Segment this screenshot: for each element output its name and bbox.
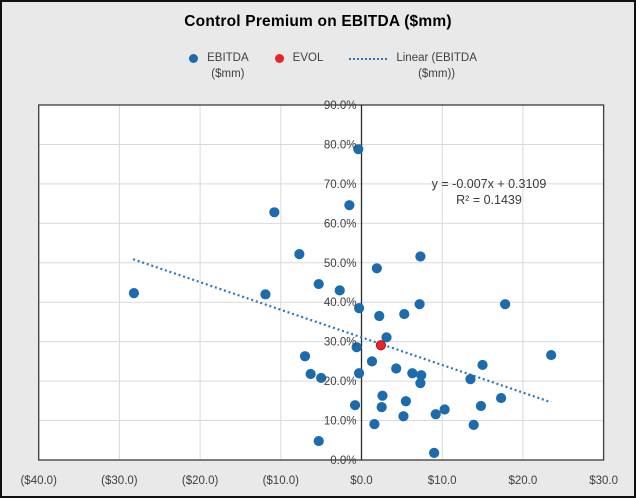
scatter-point-ebitda (430, 409, 441, 420)
scatter-point-ebitda (351, 342, 362, 353)
scatter-point-ebitda (465, 374, 476, 385)
legend-item-evol: EVOL (274, 50, 324, 66)
y-axis-tick-label: 0.0% (330, 455, 356, 467)
scatter-point-ebitda (414, 299, 425, 310)
legend-label-linear-line1: Linear (EBITDA (396, 52, 477, 64)
scatter-point-ebitda (305, 368, 316, 380)
scatter-point-ebitda (399, 308, 410, 320)
legend-label-ebitda: EBITDA ($mm) (207, 50, 249, 82)
legend: EBITDA ($mm) EVOL Linear (EBITDA ($mm)) (32, 50, 634, 82)
y-axis-tick-label: 70.0% (324, 179, 357, 191)
r-squared-text: R² = 0.1439 (456, 193, 522, 207)
scatter-point-ebitda (371, 263, 382, 274)
scatter-point-ebitda (374, 310, 385, 322)
x-axis-tick-label: ($40.0) (20, 475, 57, 487)
scatter-point-ebitda (468, 419, 479, 430)
plot-border (38, 104, 605, 461)
y-axis-tick-label: 90.0% (324, 100, 357, 112)
legend-label-linear: Linear (EBITDA ($mm)) (396, 50, 477, 82)
scatter-point-ebitda (415, 251, 426, 262)
scatter-point-ebitda (334, 285, 345, 296)
scatter-point-ebitda (353, 368, 365, 379)
x-axis-tick-label: $0.0 (350, 475, 372, 487)
legend-item-ebitda: EBITDA ($mm) (189, 50, 249, 82)
scatter-point-ebitda (546, 349, 557, 361)
scatter-point-ebitda (398, 411, 409, 422)
scatter-point-ebitda (477, 359, 488, 371)
scatter-point-evol (375, 340, 386, 351)
scatter-point-ebitda (415, 377, 426, 389)
scatter-point-ebitda (269, 207, 280, 218)
scatter-point-ebitda (400, 396, 411, 407)
scatter-point-ebitda (349, 400, 361, 411)
y-axis-tick-label: 50.0% (324, 258, 357, 270)
trendline (132, 258, 552, 404)
legend-label-evol: EVOL (292, 52, 324, 64)
legend-label-ebitda-line2: ($mm) (211, 68, 245, 80)
scatter-point-ebitda (391, 363, 402, 374)
scatter-point-ebitda (416, 370, 427, 381)
x-axis-tick-label: $30.0 (589, 475, 618, 487)
x-axis-tick-label: $10.0 (428, 475, 457, 487)
scatter-point-ebitda (353, 144, 364, 155)
evol-dot-icon (274, 54, 284, 63)
scatter-point-ebitda (475, 400, 487, 412)
scatter-point-ebitda (439, 404, 450, 415)
scatter-point-ebitda (366, 356, 378, 367)
chart-title: Control Premium on EBITDA ($mm) (184, 13, 452, 30)
scatter-point-ebitda (407, 368, 418, 379)
scatter-point-ebitda (381, 332, 392, 343)
ebitda-dot-icon (189, 54, 199, 63)
scatter-point-ebitda (316, 372, 327, 384)
scatter-point-ebitda (260, 289, 271, 300)
legend-label-linear-line2: ($mm)) (418, 68, 456, 80)
scatter-point-ebitda (500, 299, 511, 310)
x-axis-tick-label: ($30.0) (101, 475, 138, 487)
linear-dotted-line-icon (349, 58, 388, 60)
scatter-point-ebitda (344, 200, 355, 211)
scatter-point-ebitda (377, 390, 388, 401)
trendline-equation-text: y = -0.007x + 0.3109 (432, 177, 547, 191)
legend-label-ebitda-line1: EBITDA (207, 52, 249, 64)
scatter-point-ebitda (376, 402, 387, 413)
y-axis-tick-label: 80.0% (324, 139, 357, 151)
x-axis-tick-label: ($10.0) (263, 475, 300, 487)
y-axis-tick-label: 10.0% (324, 416, 357, 428)
scatter-point-ebitda (313, 435, 324, 447)
scatter-point-ebitda (294, 249, 305, 260)
scatter-point-ebitda (299, 351, 311, 362)
scatter-point-ebitda (369, 419, 380, 430)
scatter-point-ebitda (313, 278, 324, 290)
x-axis-tick-label: ($20.0) (182, 475, 219, 487)
y-axis-tick-label: 40.0% (324, 297, 357, 309)
y-axis-tick-label: 20.0% (324, 376, 357, 388)
legend-item-linear: Linear (EBITDA ($mm)) (349, 50, 477, 82)
x-axis-tick-label: $20.0 (509, 475, 538, 487)
y-axis-tick-label: 60.0% (324, 218, 357, 230)
y-axis-tick-label: 30.0% (324, 337, 357, 349)
scatter-point-ebitda (496, 392, 507, 404)
scatter-point-ebitda (429, 447, 440, 458)
scatter-point-ebitda (128, 288, 140, 299)
scatter-point-ebitda (353, 303, 365, 314)
